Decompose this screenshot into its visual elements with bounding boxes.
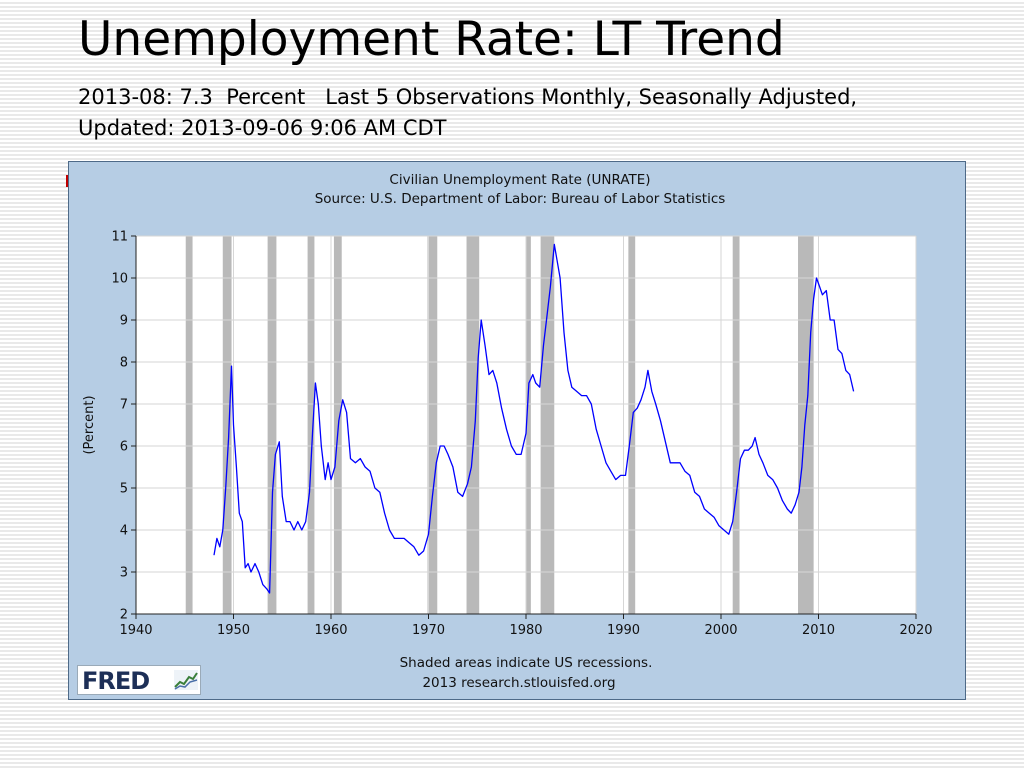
y-tick-label: 3: [120, 566, 128, 581]
fred-logo[interactable]: FRED: [77, 665, 201, 695]
chart-title: Civilian Unemployment Rate (UNRATE): [389, 172, 650, 188]
slide-subtitle: 2013-08: 7.3 Percent Last 5 Observations…: [78, 85, 864, 140]
x-tick-label: 1970: [412, 623, 445, 638]
y-tick-label: 9: [120, 314, 128, 329]
x-tick-label: 2000: [704, 623, 737, 638]
unemployment-chart: Civilian Unemployment Rate (UNRATE) Sour…: [82, 172, 933, 691]
recession-band: [540, 236, 555, 614]
y-axis-label: (Percent): [82, 395, 97, 454]
x-tick-label: 2010: [802, 623, 835, 638]
axes: 2 3 4 5 6 7 8 9 10 11 1940 1950 1960 1970 1980 1990 2000…: [111, 230, 932, 639]
recession-band: [427, 236, 438, 614]
y-tick-label: 2: [120, 608, 128, 623]
source-url: 2013 research.stlouisfed.org: [422, 675, 615, 691]
chart-line-icon: [174, 670, 198, 690]
chart-source: Source: U.S. Department of Labor: Bureau…: [315, 191, 726, 207]
x-tick-label: 1960: [314, 623, 347, 638]
series-line-unrate: [213, 243, 855, 594]
recession-bands: [185, 236, 814, 614]
gridlines: [136, 235, 917, 614]
recession-note: Shaded areas indicate US recessions.: [400, 655, 653, 671]
recession-band: [307, 236, 315, 614]
recession-band: [526, 236, 531, 614]
y-tick-label: 7: [120, 398, 128, 413]
recession-band: [222, 236, 232, 614]
fred-logo-text: FRED: [82, 667, 150, 695]
y-tick-label: 6: [120, 440, 128, 455]
x-tick-label: 2020: [899, 623, 932, 638]
chart-frame: Civilian Unemployment Rate (UNRATE) Sour…: [68, 161, 966, 700]
recession-band: [732, 236, 740, 614]
x-tick-label: 1990: [607, 623, 640, 638]
x-tick-label: 1940: [119, 623, 152, 638]
recession-band: [267, 236, 277, 614]
recession-band: [466, 236, 480, 614]
x-tick-label: 1950: [217, 623, 250, 638]
series-layer: [213, 243, 855, 594]
y-tick-label: 11: [111, 230, 128, 245]
recession-band: [185, 236, 193, 614]
recession-band: [798, 236, 814, 614]
y-tick-label: 5: [120, 482, 128, 497]
slide-title: Unemployment Rate: LT Trend: [78, 12, 785, 67]
x-tick-label: 1980: [509, 623, 542, 638]
y-tick-label: 10: [111, 272, 128, 287]
y-tick-label: 4: [120, 524, 128, 539]
y-tick-label: 8: [120, 356, 128, 371]
